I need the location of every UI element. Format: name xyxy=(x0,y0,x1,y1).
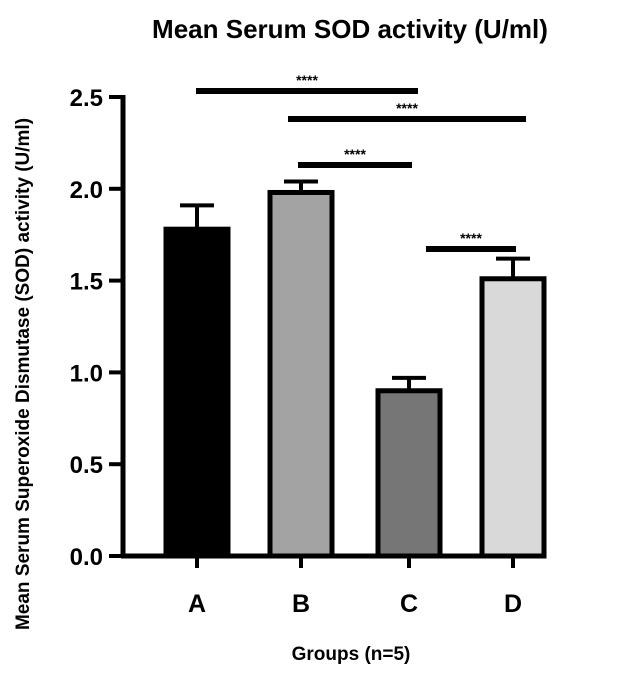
y-tick-label: 1.5 xyxy=(70,269,103,296)
plot-area: 0.0 0.5 1.0 1.5 2.0 2.5 A B C D **** **** **** **** xyxy=(70,72,547,618)
x-tick-label-a: A xyxy=(188,590,206,618)
x-axis-label: Groups (n=5) xyxy=(292,644,411,665)
chart-title: Mean Serum SOD activity (U/ml) xyxy=(152,14,548,44)
x-tick-label-d: D xyxy=(504,590,522,618)
bar-b xyxy=(267,189,335,559)
significance-label: **** xyxy=(396,100,418,116)
y-tick-label: 0.5 xyxy=(70,452,103,479)
bar-d xyxy=(479,276,547,559)
bar-c xyxy=(375,388,443,559)
bar-a xyxy=(163,226,231,559)
significance-label: **** xyxy=(460,230,482,246)
y-axis-label: Mean Serum Superoxide Dismutase (SOD) ac… xyxy=(13,118,34,630)
y-tick-label: 2.0 xyxy=(70,177,103,204)
x-tick-label-b: B xyxy=(292,590,310,618)
significance-label: **** xyxy=(296,72,318,88)
y-tick-label: 0.0 xyxy=(70,544,103,571)
y-tick-label: 1.0 xyxy=(70,360,103,387)
significance-label: **** xyxy=(344,146,366,162)
x-tick-label-c: C xyxy=(400,590,418,618)
y-tick-label: 2.5 xyxy=(70,85,103,112)
